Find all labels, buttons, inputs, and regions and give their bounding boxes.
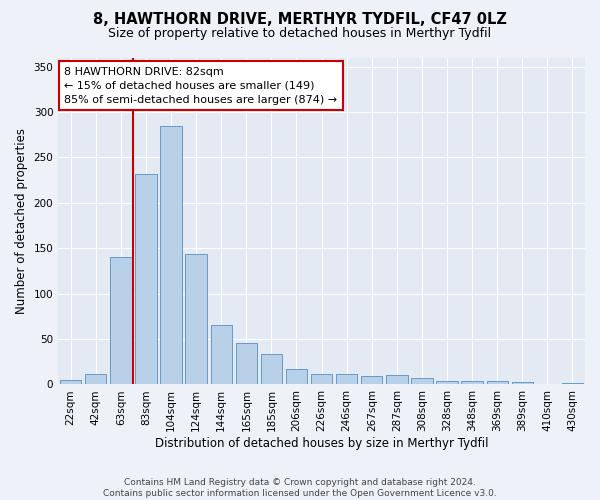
Bar (185, 254, 207, 384)
Bar (487, 381, 508, 384)
Bar (386, 376, 407, 384)
Text: Size of property relative to detached houses in Merthyr Tydfil: Size of property relative to detached ho… (109, 28, 491, 40)
Bar (311, 374, 332, 384)
X-axis label: Distribution of detached houses by size in Merthyr Tydfil: Distribution of detached houses by size … (155, 437, 488, 450)
Bar (85, 374, 106, 384)
Bar (110, 258, 131, 384)
Bar (336, 374, 358, 384)
Text: Contains HM Land Registry data © Crown copyright and database right 2024.
Contai: Contains HM Land Registry data © Crown c… (103, 478, 497, 498)
Bar (236, 342, 257, 384)
Bar (562, 382, 583, 384)
Bar (461, 381, 483, 384)
Text: 8 HAWTHORN DRIVE: 82sqm
← 15% of detached houses are smaller (149)
85% of semi-d: 8 HAWTHORN DRIVE: 82sqm ← 15% of detache… (64, 66, 338, 104)
Bar (160, 126, 182, 384)
Y-axis label: Number of detached properties: Number of detached properties (15, 128, 28, 314)
Bar (436, 381, 458, 384)
Bar (136, 174, 157, 384)
Bar (361, 376, 382, 384)
Bar (411, 378, 433, 384)
Bar (261, 354, 282, 384)
Bar (512, 382, 533, 384)
Bar (60, 380, 82, 384)
Bar (211, 326, 232, 384)
Bar (286, 369, 307, 384)
Text: 8, HAWTHORN DRIVE, MERTHYR TYDFIL, CF47 0LZ: 8, HAWTHORN DRIVE, MERTHYR TYDFIL, CF47 … (93, 12, 507, 28)
